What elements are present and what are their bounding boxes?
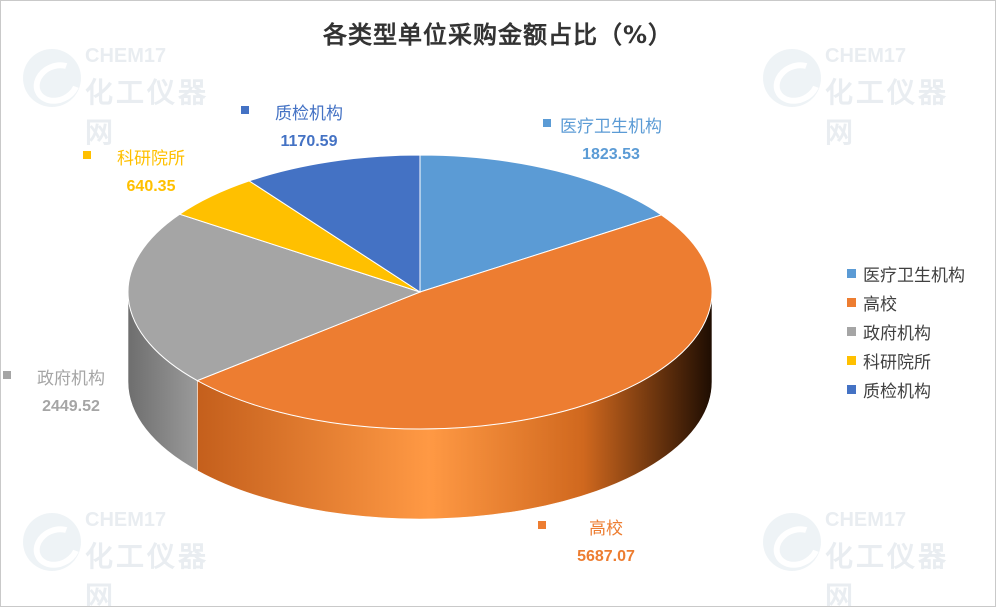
legend-label-4: 质检机构	[863, 382, 931, 402]
pie-slice-0	[419, 154, 663, 293]
data-label-value-2: 2449.52	[42, 398, 100, 415]
data-label-marker-3	[83, 151, 91, 159]
data-label-marker-4	[241, 106, 249, 114]
data-label-value-4: 1170.59	[281, 133, 338, 150]
legend-label-3: 科研院所	[863, 353, 931, 373]
data-label-category-3: 科研院所	[117, 149, 185, 169]
data-label-category-2: 政府机构	[37, 369, 105, 389]
data-label-marker-2	[3, 371, 11, 379]
data-label-category-0: 医疗卫生机构	[560, 117, 662, 137]
pie-label-layer: 医疗卫生机构 1823.53 高校 5687.07 政府机构 2449.52 科研院所 640…	[3, 104, 662, 565]
legend-swatch-0	[847, 269, 856, 278]
data-label-value-1: 5687.07	[577, 548, 635, 565]
data-label-value-3: 640.35	[127, 178, 176, 195]
legend-item-2: 政府机构	[847, 317, 965, 346]
data-label-category-4: 质检机构	[275, 104, 343, 124]
legend-label-1: 高校	[863, 295, 897, 315]
pie-top-layer	[127, 154, 713, 430]
pie-slice-4	[248, 154, 421, 293]
pie-slice-1	[196, 214, 713, 430]
legend-item-4: 质检机构	[847, 375, 965, 404]
legend-item-1: 高校	[847, 288, 965, 317]
data-label-category-1: 高校	[589, 519, 623, 539]
legend-swatch-2	[847, 327, 856, 336]
chart-title: 各类型单位采购金额占比（%）	[322, 21, 674, 49]
legend-swatch-3	[847, 356, 856, 365]
legend-label-2: 政府机构	[863, 324, 931, 344]
data-label-marker-0	[543, 119, 551, 127]
legend-item-3: 科研院所	[847, 346, 965, 375]
legend: 医疗卫生机构 高校政府机构科研院所质检机构	[847, 259, 965, 404]
data-label-marker-1	[538, 521, 546, 529]
legend-item-0: 医疗卫生机构	[847, 259, 965, 288]
legend-swatch-1	[847, 298, 856, 307]
pie-slice-2	[127, 213, 422, 382]
legend-label-0: 医疗卫生机构	[863, 266, 965, 286]
data-label-value-0: 1823.53	[582, 146, 640, 163]
legend-swatch-4	[847, 385, 856, 394]
